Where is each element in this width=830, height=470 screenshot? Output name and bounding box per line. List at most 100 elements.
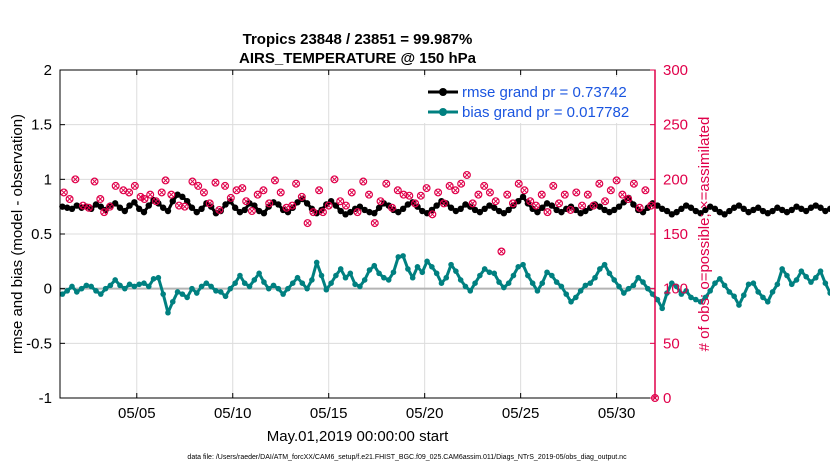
- obs-point: [111, 181, 120, 190]
- y-tick-label-right: 250: [663, 117, 688, 134]
- obs-point: [583, 190, 592, 199]
- obs-point: [96, 195, 105, 204]
- obs-point: [624, 195, 633, 204]
- bias-point: [486, 269, 493, 276]
- bias-point: [433, 270, 440, 277]
- bias-point: [510, 272, 517, 279]
- obs-point: [226, 193, 235, 202]
- rmse-point: [140, 208, 148, 216]
- obs-point: [572, 188, 581, 197]
- rmse-point: [587, 204, 594, 211]
- bias-point: [587, 280, 594, 287]
- bias-point: [251, 277, 258, 283]
- bias-point: [659, 305, 665, 312]
- bias-point: [621, 290, 627, 296]
- bias-point: [165, 309, 171, 316]
- bias-point: [697, 298, 704, 305]
- obs-point: [359, 177, 368, 186]
- obs-point: [388, 203, 397, 212]
- bias-point: [294, 274, 301, 281]
- bias-point: [568, 298, 574, 305]
- rmse-point: [361, 206, 368, 214]
- bias-point: [347, 270, 354, 277]
- x-axis-label: May.01,2019 00:00:00 start: [267, 428, 449, 445]
- bias-point: [78, 285, 85, 292]
- bias-point: [141, 280, 147, 287]
- rmse-point: [702, 206, 709, 214]
- rmse-point: [721, 211, 728, 218]
- bias-point: [131, 283, 138, 290]
- legend-rmse-label: rmse grand pr = 0.73742: [462, 84, 627, 101]
- axis-ticks: 05/05 05/10 05/15 05/20 05/25 05/30 -1 -0.5 0 0.5…: [26, 62, 688, 422]
- bias-point: [189, 285, 195, 292]
- obs-point: [428, 210, 437, 219]
- rmse-point: [279, 206, 287, 214]
- bias-point: [409, 274, 416, 281]
- y-tick-label-left: 0: [44, 281, 52, 298]
- rmse-point: [812, 202, 819, 209]
- rmse-point: [495, 207, 503, 215]
- bias-point: [213, 288, 219, 294]
- obs-point: [288, 201, 297, 210]
- obs-point: [485, 188, 494, 197]
- x-tick-label: 05/20: [406, 405, 444, 422]
- bias-point: [333, 272, 339, 279]
- rmse-point: [764, 210, 771, 217]
- rmse-point: [491, 204, 498, 211]
- rmse-point: [716, 208, 723, 216]
- obs-point: [376, 197, 385, 206]
- rmse-point: [116, 204, 124, 211]
- bias-point: [491, 270, 498, 277]
- bias-point: [712, 280, 718, 287]
- bias-point: [525, 272, 531, 279]
- bias-point: [654, 296, 661, 303]
- rmse-point: [500, 210, 508, 217]
- rmse-point: [231, 204, 239, 211]
- bias-point: [102, 285, 109, 292]
- rmse-point: [558, 208, 565, 216]
- obs-point: [531, 201, 540, 210]
- rmse-point: [783, 208, 791, 216]
- rmse-point: [255, 207, 263, 215]
- x-tick-label: 05/15: [310, 405, 348, 422]
- rmse-point: [375, 204, 383, 211]
- rmse-point: [145, 202, 152, 209]
- obs-point: [265, 199, 274, 208]
- bias-point: [241, 280, 248, 287]
- bias-point: [217, 289, 224, 295]
- bias-point: [726, 289, 733, 295]
- rmse-point: [668, 211, 675, 218]
- rmse-point: [68, 205, 76, 213]
- rmse-point: [246, 200, 253, 207]
- rmse-point: [59, 203, 66, 210]
- bias-point: [342, 274, 349, 281]
- obs-point: [445, 181, 454, 190]
- obs-point: [618, 190, 627, 199]
- rmse-point: [131, 199, 138, 206]
- bias-point: [299, 280, 306, 287]
- bias-point: [112, 277, 118, 283]
- obs-point: [324, 201, 333, 210]
- y-tick-label-right: 150: [663, 226, 688, 243]
- obs-point: [136, 192, 145, 201]
- rmse-point: [395, 208, 402, 216]
- rmse-point: [73, 202, 80, 209]
- bias-point: [419, 269, 426, 276]
- obs-point: [125, 188, 134, 197]
- obs-point: [194, 181, 203, 190]
- rmse-point: [159, 204, 167, 211]
- bias-point: [817, 268, 824, 274]
- bias-point: [534, 288, 541, 294]
- bias-point: [601, 261, 608, 268]
- bias-point: [721, 282, 728, 289]
- obs-point: [537, 190, 546, 199]
- bias-point: [337, 266, 344, 272]
- bias-point: [88, 283, 94, 290]
- bias-point: [779, 266, 785, 272]
- bias-point: [453, 268, 459, 274]
- obs-point: [59, 188, 68, 197]
- rmse-point: [611, 206, 618, 214]
- rmse-point: [572, 206, 580, 214]
- bias-point: [352, 281, 358, 288]
